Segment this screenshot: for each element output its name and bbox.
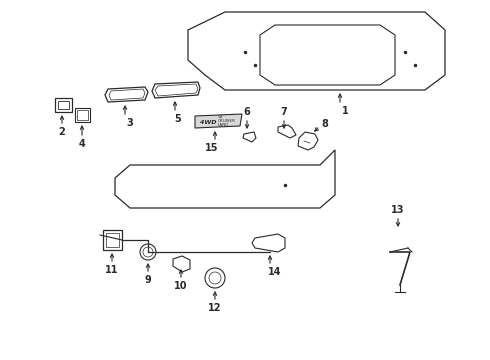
Text: 12: 12 [208, 303, 222, 313]
Text: 2: 2 [59, 127, 65, 137]
Text: 11: 11 [105, 265, 119, 275]
Text: V8: V8 [218, 115, 223, 119]
Text: 8: 8 [321, 119, 328, 129]
Text: LAND: LAND [218, 123, 229, 127]
Text: 3: 3 [126, 118, 133, 128]
Text: CRUISER: CRUISER [218, 119, 236, 123]
Text: 5: 5 [174, 114, 181, 124]
Text: 4: 4 [78, 139, 85, 149]
Text: 7: 7 [281, 107, 287, 117]
Text: 4WD: 4WD [200, 120, 217, 125]
Text: 10: 10 [174, 281, 188, 291]
Text: 1: 1 [342, 106, 348, 116]
Text: 13: 13 [391, 205, 405, 215]
Polygon shape [195, 114, 242, 128]
Text: 6: 6 [244, 107, 250, 117]
Text: 15: 15 [205, 143, 219, 153]
Text: 14: 14 [268, 267, 282, 277]
Text: 9: 9 [145, 275, 151, 285]
